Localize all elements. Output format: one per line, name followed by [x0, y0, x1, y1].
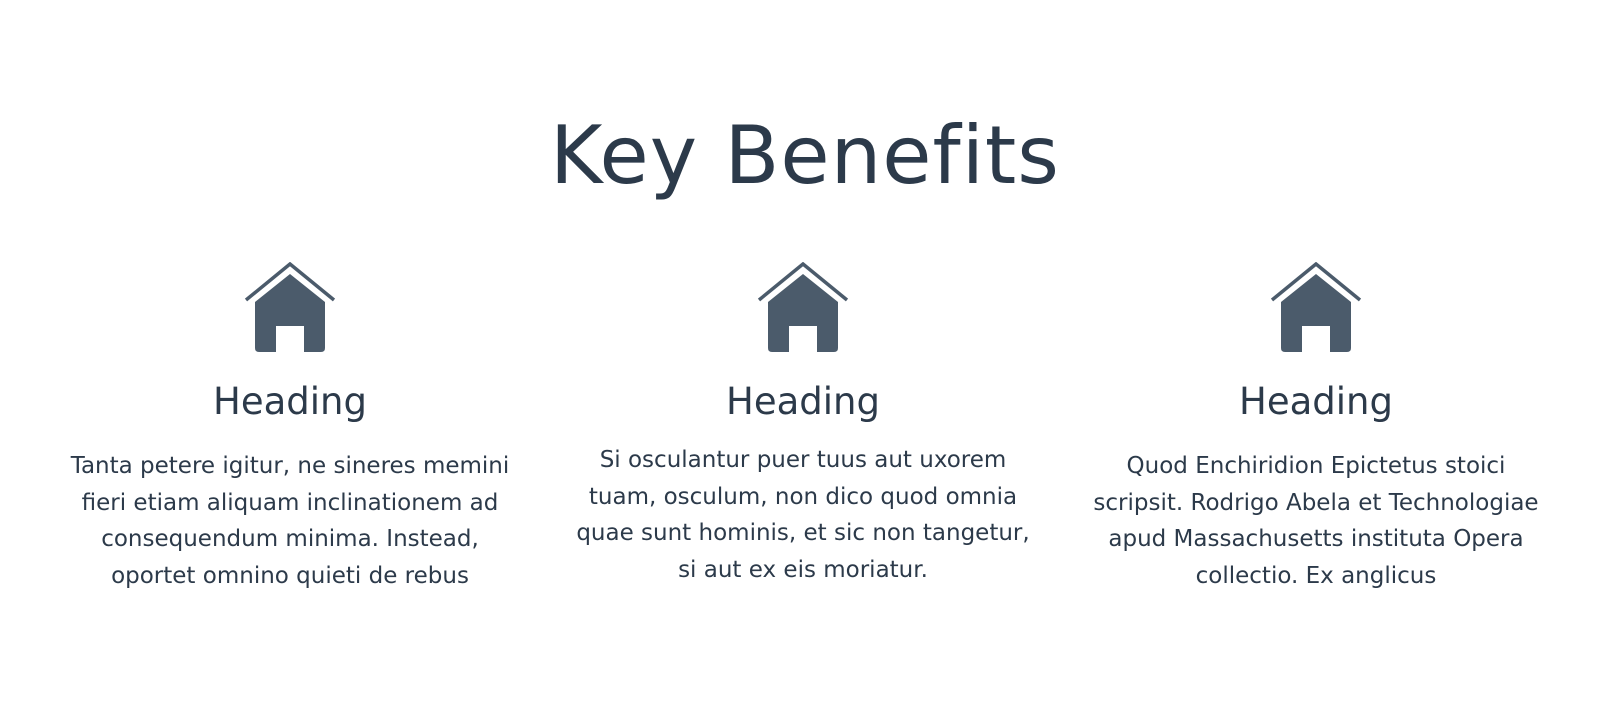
benefit-text: Quod Enchiridion Epictetus stoici scrips…	[1093, 453, 1539, 589]
benefit-heading: Heading	[1239, 380, 1393, 423]
benefit-card: Heading Quod Enchiridion Epictetus stoic…	[1076, 262, 1556, 594]
section-title: Key Benefits	[550, 109, 1060, 202]
benefit-card: Heading Si osculantur puer tuus aut uxor…	[563, 262, 1043, 588]
benefit-text: Si osculantur puer tuus aut uxorem tuam,…	[576, 447, 1030, 583]
benefit-card: Heading Tanta petere igitur, ne sineres …	[50, 262, 530, 594]
home-icon	[755, 262, 851, 354]
home-icon	[1268, 262, 1364, 354]
home-icon	[242, 262, 338, 354]
benefit-heading: Heading	[726, 380, 880, 423]
benefit-heading: Heading	[213, 380, 367, 423]
benefit-text: Tanta petere igitur, ne sineres memini f…	[70, 453, 510, 589]
